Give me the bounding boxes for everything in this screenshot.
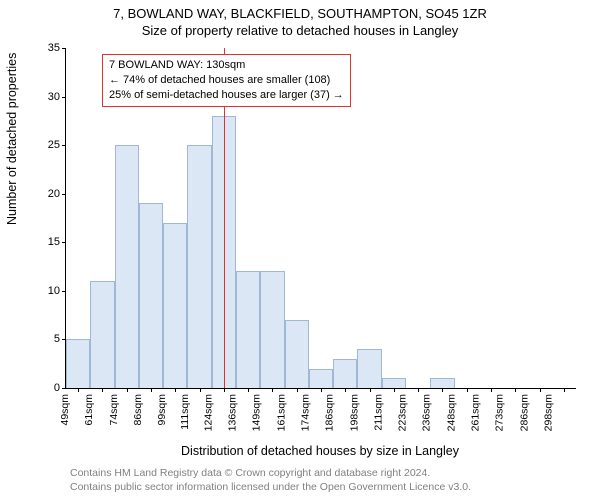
- histogram-bar: [163, 223, 187, 388]
- annotation-line: ← 74% of detached houses are smaller (10…: [109, 73, 344, 88]
- histogram-bar: [357, 349, 381, 388]
- x-tick-label: 49sqm: [57, 394, 71, 426]
- x-tick-label: 124sqm: [200, 394, 214, 431]
- title-block: 7, BOWLAND WAY, BLACKFIELD, SOUTHAMPTON,…: [0, 6, 600, 40]
- x-tick-label: 211sqm: [371, 394, 385, 431]
- annotation-line: 25% of semi-detached houses are larger (…: [109, 88, 344, 103]
- x-tick-label: 261sqm: [467, 394, 481, 431]
- x-tick-label: 99sqm: [155, 394, 169, 426]
- x-tick-label: 298sqm: [540, 394, 554, 431]
- footer-line-1: Contains HM Land Registry data © Crown c…: [70, 466, 471, 480]
- x-tick-label: 236sqm: [419, 394, 433, 431]
- x-tick-label: 136sqm: [224, 394, 238, 431]
- x-tick-mark: [564, 388, 565, 392]
- histogram-bar: [309, 369, 333, 388]
- histogram-bar: [333, 359, 357, 388]
- x-tick-mark: [224, 388, 225, 392]
- x-tick-mark: [515, 388, 516, 392]
- x-tick-mark: [394, 388, 395, 392]
- x-tick-mark: [418, 388, 419, 392]
- x-tick-label: 161sqm: [273, 394, 287, 431]
- title-line-2: Size of property relative to detached ho…: [0, 23, 600, 40]
- x-tick-mark: [442, 388, 443, 392]
- x-tick-mark: [540, 388, 541, 392]
- x-tick-mark: [297, 388, 298, 392]
- x-tick-mark: [175, 388, 176, 392]
- x-tick-label: 223sqm: [394, 394, 408, 431]
- x-tick-mark: [370, 388, 371, 392]
- x-tick-mark: [248, 388, 249, 392]
- x-tick-label: 149sqm: [249, 394, 263, 431]
- x-tick-mark: [200, 388, 201, 392]
- y-tick-label: 35: [48, 42, 66, 54]
- x-tick-mark: [151, 388, 152, 392]
- y-tick-label: 15: [48, 236, 66, 248]
- histogram-bar: [382, 378, 406, 388]
- y-tick-label: 0: [54, 382, 66, 394]
- x-tick-label: 61sqm: [82, 394, 96, 426]
- histogram-bar: [260, 271, 284, 388]
- histogram-bar: [236, 271, 260, 388]
- x-tick-label: 198sqm: [346, 394, 360, 431]
- x-tick-mark: [467, 388, 468, 392]
- x-tick-mark: [272, 388, 273, 392]
- histogram-bar: [90, 281, 114, 388]
- x-tick-mark: [491, 388, 492, 392]
- plot-area: 0510152025303549sqm61sqm74sqm86sqm99sqm1…: [65, 48, 576, 389]
- histogram-bar: [187, 145, 211, 388]
- x-tick-mark: [127, 388, 128, 392]
- x-tick-label: 74sqm: [106, 394, 120, 426]
- histogram-bar: [115, 145, 139, 388]
- x-tick-label: 286sqm: [516, 394, 530, 431]
- annotation-line: 7 BOWLAND WAY: 130sqm: [109, 58, 344, 73]
- footer-line-2: Contains public sector information licen…: [70, 480, 471, 494]
- x-tick-label: 111sqm: [177, 394, 191, 430]
- histogram-bar: [430, 378, 454, 388]
- y-tick-label: 20: [48, 188, 66, 200]
- x-tick-mark: [78, 388, 79, 392]
- histogram-bar: [285, 320, 309, 388]
- x-tick-mark: [102, 388, 103, 392]
- x-tick-mark: [345, 388, 346, 392]
- x-tick-label: 174sqm: [297, 394, 311, 431]
- annotation-box: 7 BOWLAND WAY: 130sqm← 74% of detached h…: [102, 54, 351, 107]
- x-tick-label: 86sqm: [130, 394, 144, 426]
- x-tick-mark: [321, 388, 322, 392]
- x-axis-label: Distribution of detached houses by size …: [65, 444, 575, 458]
- footer-attribution: Contains HM Land Registry data © Crown c…: [70, 466, 471, 494]
- x-tick-label: 273sqm: [492, 394, 506, 431]
- histogram-bar: [66, 339, 90, 388]
- y-tick-label: 10: [48, 285, 66, 297]
- y-tick-label: 25: [48, 139, 66, 151]
- x-tick-label: 248sqm: [443, 394, 457, 431]
- x-tick-label: 186sqm: [322, 394, 336, 431]
- title-line-1: 7, BOWLAND WAY, BLACKFIELD, SOUTHAMPTON,…: [0, 6, 600, 23]
- y-tick-label: 30: [48, 91, 66, 103]
- chart-container: 7, BOWLAND WAY, BLACKFIELD, SOUTHAMPTON,…: [0, 0, 600, 500]
- histogram-bar: [139, 203, 163, 388]
- y-tick-label: 5: [54, 333, 66, 345]
